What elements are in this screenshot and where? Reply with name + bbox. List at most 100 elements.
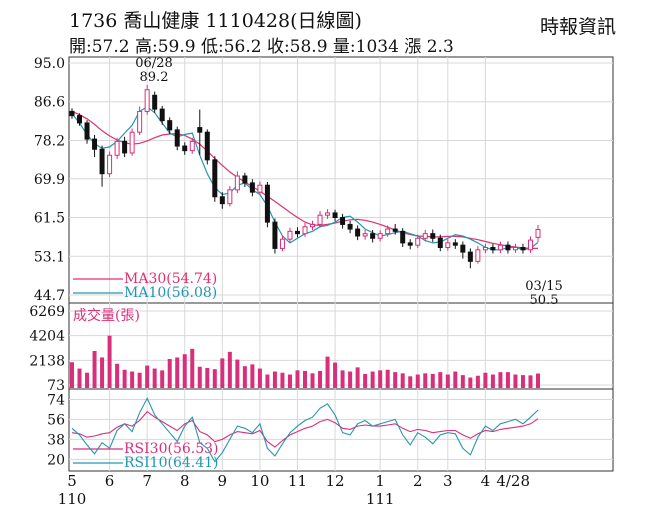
candle-body bbox=[430, 233, 436, 239]
volume-bar bbox=[85, 372, 90, 388]
candle-body bbox=[189, 140, 195, 152]
candle-body bbox=[460, 244, 466, 253]
candle-body bbox=[242, 175, 248, 184]
candle bbox=[144, 85, 150, 115]
volume-bar bbox=[122, 369, 127, 388]
candle bbox=[242, 172, 248, 188]
candle bbox=[197, 109, 203, 155]
candle bbox=[234, 171, 240, 194]
low-value-label: 50.5 bbox=[530, 293, 559, 308]
volume-bar bbox=[92, 350, 97, 388]
candle bbox=[490, 243, 496, 254]
volume-bar bbox=[182, 354, 187, 388]
volume-bar bbox=[235, 359, 240, 388]
volume-bar bbox=[378, 370, 383, 388]
source-label: 時報資訊 bbox=[539, 16, 616, 38]
candle bbox=[505, 241, 511, 254]
volume-bar bbox=[205, 367, 210, 388]
volume-bar bbox=[415, 374, 420, 388]
candle-body bbox=[475, 249, 481, 262]
rsi-legend-entry: RSI30(56.53) bbox=[124, 441, 218, 457]
volume-bar bbox=[287, 374, 292, 388]
price-tick-label: 44.7 bbox=[34, 288, 65, 304]
high-value-label: 89.2 bbox=[140, 70, 169, 85]
candle-body bbox=[437, 237, 443, 248]
candle bbox=[422, 229, 428, 242]
candle bbox=[212, 156, 218, 202]
candle bbox=[310, 220, 316, 230]
candle bbox=[137, 106, 143, 135]
candle-body bbox=[92, 138, 98, 150]
panel-frame-3 bbox=[68, 388, 614, 472]
volume-bar bbox=[325, 356, 330, 388]
legend-entry: MA10(56.08) bbox=[124, 285, 217, 301]
candle bbox=[189, 137, 195, 154]
candle-body bbox=[452, 242, 458, 246]
candle-body bbox=[520, 246, 526, 251]
volume-bar bbox=[505, 372, 510, 388]
volume-bar bbox=[355, 367, 360, 388]
volume-bar bbox=[242, 366, 247, 388]
candle bbox=[512, 243, 518, 254]
x-tick-label: 6 bbox=[105, 472, 115, 490]
candle-body bbox=[422, 233, 428, 239]
candle bbox=[114, 137, 120, 159]
candle bbox=[92, 134, 98, 158]
candle bbox=[392, 223, 398, 235]
candle bbox=[437, 234, 443, 252]
rsi-tick-label: 38 bbox=[47, 432, 65, 448]
candle bbox=[482, 243, 488, 254]
chart-date: 1110428 bbox=[205, 10, 291, 32]
ma-line-ma30 bbox=[71, 110, 538, 249]
candle bbox=[317, 211, 323, 228]
candle-body bbox=[77, 115, 83, 124]
volume-bar bbox=[175, 357, 180, 388]
candle-body bbox=[445, 242, 451, 248]
candle bbox=[294, 227, 300, 238]
rsi-legend-entry: RSI10(64.41) bbox=[124, 455, 218, 471]
candle-body bbox=[212, 159, 218, 198]
volume-bar bbox=[483, 372, 488, 388]
candle bbox=[332, 209, 338, 222]
volume-bar bbox=[333, 362, 338, 388]
candle-body bbox=[355, 228, 361, 237]
volume-bar bbox=[453, 371, 458, 388]
candle-body bbox=[400, 230, 406, 244]
volume-bar bbox=[250, 364, 255, 388]
rsi-tick-label: 56 bbox=[47, 412, 65, 428]
x-tick-label: 4/28 bbox=[496, 472, 530, 490]
x-tick-label: 12 bbox=[326, 472, 345, 490]
candle-body bbox=[377, 233, 383, 239]
candle-body bbox=[302, 226, 308, 235]
candle bbox=[264, 181, 270, 228]
volume-bar bbox=[430, 373, 435, 388]
candle-body bbox=[347, 223, 353, 230]
volume-bar bbox=[393, 372, 398, 388]
candle bbox=[257, 181, 263, 196]
candle-body bbox=[385, 228, 391, 235]
candle-body bbox=[107, 154, 113, 175]
candle bbox=[340, 213, 346, 229]
candle bbox=[415, 234, 421, 248]
candle-body bbox=[332, 212, 338, 219]
volume-bar bbox=[220, 358, 225, 388]
candle bbox=[325, 209, 331, 219]
candle-body bbox=[512, 246, 518, 251]
volume-tick-label: 4204 bbox=[29, 329, 65, 345]
candle-body bbox=[362, 233, 368, 237]
candle-body bbox=[99, 148, 105, 175]
panel-frame-1 bbox=[68, 56, 614, 304]
rsi-line-rsi10 bbox=[71, 397, 539, 463]
volume-bar bbox=[257, 368, 262, 388]
candle bbox=[227, 186, 233, 207]
candle-body bbox=[279, 238, 285, 249]
volume-bar bbox=[445, 374, 450, 388]
volume-bar bbox=[363, 373, 368, 388]
volume-bar bbox=[468, 377, 473, 388]
chart-period: (日線圖) bbox=[290, 10, 362, 32]
volume-bar bbox=[408, 376, 413, 388]
candle bbox=[347, 220, 353, 234]
candle bbox=[99, 145, 105, 187]
volume-bar bbox=[227, 351, 232, 388]
volume-bar bbox=[438, 372, 443, 388]
